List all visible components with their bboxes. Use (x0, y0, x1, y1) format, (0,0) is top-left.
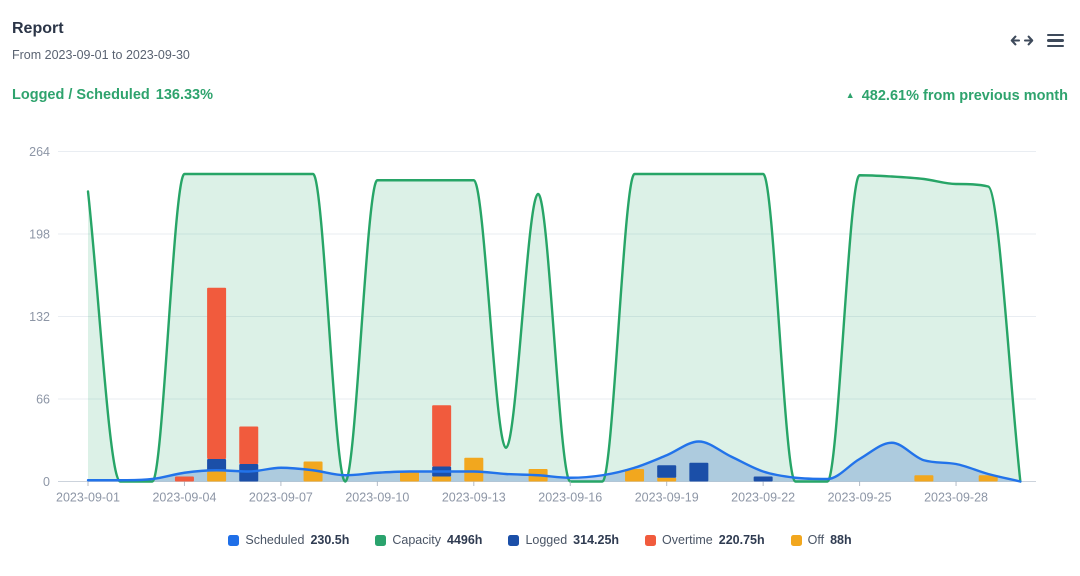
capacity-area (88, 174, 1021, 482)
x-axis-label: 2023-09-28 (924, 491, 988, 505)
legend-value: 314.25h (573, 533, 620, 547)
legend-label: Capacity (392, 533, 441, 547)
bar-off[interactable] (914, 475, 934, 482)
legend-value: 230.5h (310, 533, 350, 547)
legend-label: Scheduled (245, 533, 305, 547)
x-axis-label: 2023-09-16 (538, 491, 602, 505)
legend-label: Overtime (662, 533, 713, 547)
legend-value: 4496h (447, 533, 483, 547)
capacity-line (86, 172, 1022, 483)
header-toolbar (1010, 33, 1064, 48)
legend-label: Logged (525, 533, 568, 547)
delta-text: 482.61% from previous month (861, 88, 1068, 104)
metric-logged-scheduled: Logged / Scheduled 136.33% (12, 87, 213, 103)
bar-logged[interactable] (689, 462, 709, 482)
bar-logged[interactable] (239, 464, 259, 482)
x-axis-label: 2023-09-07 (249, 491, 313, 505)
y-axis-label: 132 (29, 310, 50, 324)
legend-item-off[interactable]: Off 88h (790, 533, 852, 547)
legend-label: Off (807, 533, 825, 547)
x-axis-label: 2023-09-13 (442, 491, 506, 505)
bar-off[interactable] (978, 475, 998, 482)
delta-previous-month: ▲ 482.61% from previous month (846, 88, 1068, 104)
y-axis-label: 264 (29, 145, 50, 159)
bar-off[interactable] (625, 469, 645, 482)
bar-off[interactable] (432, 476, 452, 482)
legend-value: 88h (830, 533, 852, 547)
y-axis-label: 0 (43, 475, 50, 489)
x-axis: 2023-09-01 2023-09-04 2023-09-07 2023-09-10… (56, 481, 988, 505)
report-chart: 0 66 132 198 264 2023-09-01 2023-09-04 2023-09-… (0, 130, 1080, 530)
bar-overtime[interactable] (432, 405, 452, 467)
left-right-arrows-icon[interactable] (1010, 33, 1034, 48)
bar-overtime[interactable] (207, 287, 227, 459)
legend-item-scheduled[interactable]: Scheduled 230.5h (228, 533, 349, 547)
y-axis-label: 198 (29, 228, 50, 242)
bar-overtime[interactable] (174, 476, 194, 482)
bar-off[interactable] (400, 471, 419, 482)
bar-overtime[interactable] (239, 426, 259, 465)
metric-label: Logged / Scheduled (12, 87, 150, 103)
bar-off[interactable] (464, 457, 484, 482)
bars (174, 287, 998, 482)
bar-off[interactable] (657, 477, 677, 482)
bar-logged[interactable] (207, 459, 227, 472)
metric-value: 136.33% (155, 87, 214, 103)
y-axis-label: 66 (36, 393, 50, 407)
x-axis-label: 2023-09-19 (635, 491, 699, 505)
page-title: Report (12, 20, 64, 37)
chart-legend: Scheduled 230.5h Capacity 4496h Logged 314.25… (0, 533, 1080, 547)
legend-swatch (508, 534, 520, 546)
x-axis-label: 2023-09-25 (828, 491, 892, 505)
bar-logged[interactable] (753, 476, 773, 482)
legend-swatch (790, 534, 802, 546)
bar-off[interactable] (303, 461, 323, 482)
x-axis-label: 2023-09-22 (731, 491, 795, 505)
up-triangle-icon: ▲ (845, 90, 855, 100)
bar-off[interactable] (207, 471, 227, 482)
legend-item-overtime[interactable]: Overtime 220.75h (645, 533, 765, 547)
legend-value: 220.75h (718, 533, 765, 547)
x-axis-label: 2023-09-10 (345, 491, 409, 505)
legend-item-logged[interactable]: Logged 314.25h (508, 533, 619, 547)
x-axis-label: 2023-09-01 (56, 491, 120, 505)
x-axis-label: 2023-09-04 (152, 491, 216, 505)
bar-logged[interactable] (657, 465, 677, 478)
scheduled-line (86, 440, 1022, 483)
legend-swatch (228, 534, 240, 546)
legend-item-capacity[interactable]: Capacity 4496h (375, 533, 482, 547)
hamburger-menu-icon[interactable] (1047, 33, 1064, 48)
date-range: From 2023-09-01 to 2023-09-30 (12, 48, 190, 62)
legend-swatch (375, 534, 387, 546)
legend-swatch (645, 534, 657, 546)
